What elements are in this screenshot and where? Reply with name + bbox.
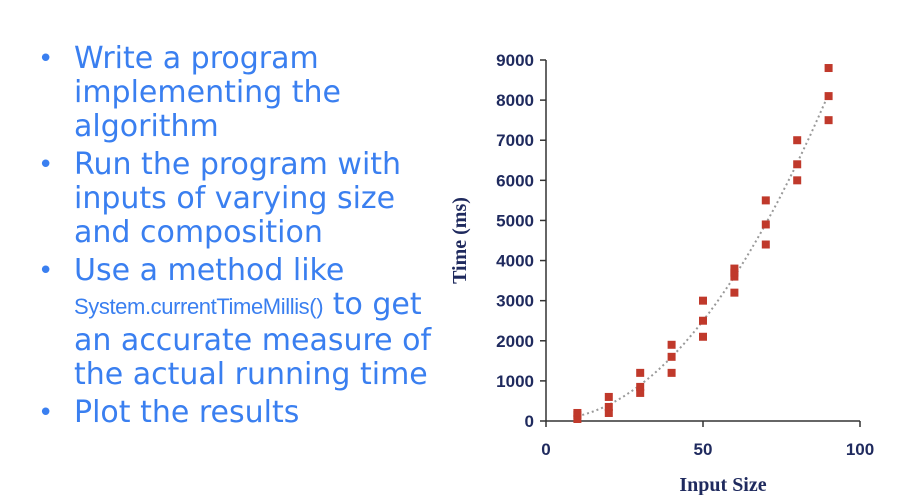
bullet-text: Plot the results [74, 395, 300, 430]
data-point [573, 414, 582, 423]
data-point [730, 264, 739, 273]
data-point [730, 288, 739, 297]
data-point [730, 268, 739, 277]
bullet-item: • Use a method like System.currentTimeMil… [32, 254, 452, 392]
y-tick-label: 8000 [496, 91, 534, 110]
bullet-item: • Run the program with inputs of varying … [32, 148, 452, 250]
y-tick-label: 6000 [496, 171, 534, 190]
data-point [793, 136, 802, 145]
bullet-item: • Plot the results [32, 396, 452, 430]
bullet-text: Run the program with inputs of varying s… [74, 147, 402, 250]
data-point [824, 92, 833, 101]
data-point [824, 64, 833, 73]
y-tick-label: 7000 [496, 131, 534, 150]
data-point [761, 196, 770, 205]
data-point [667, 340, 676, 349]
y-tick-label: 9000 [496, 51, 534, 70]
bullet-list: • Write a program implementing the algori… [32, 42, 452, 434]
data-point [636, 368, 645, 377]
scatter-chart: 0 1000 2000 3000 4000 5000 6000 7000 8000 9000 0 50… [449, 51, 874, 495]
data-point [730, 272, 739, 281]
y-axis-title: Time (ms) [449, 197, 471, 284]
data-point [667, 368, 676, 377]
y-tick-label: 1000 [496, 372, 534, 391]
data-point [636, 388, 645, 397]
bullet-text: Write a program implementing the algorit… [74, 41, 342, 144]
y-tick-label: 2000 [496, 332, 534, 351]
data-point [667, 352, 676, 361]
x-tick-label: 100 [846, 440, 874, 459]
data-point [636, 382, 645, 391]
x-axis-title: Input Size [679, 474, 766, 495]
bullet-text: Use a method like [74, 253, 345, 288]
bullet-dot-icon: • [38, 256, 54, 286]
data-point [604, 402, 613, 411]
y-tick-label: 4000 [496, 252, 534, 271]
data-point [699, 316, 707, 325]
bullet-dot-icon: • [38, 44, 54, 74]
bullet-dot-icon: • [38, 150, 54, 180]
bullet-dot-icon: • [38, 398, 54, 428]
data-point [573, 408, 582, 417]
data-point [699, 332, 707, 341]
data-point [761, 240, 770, 249]
trend-line [577, 93, 830, 418]
bullet-text: to get an accurate measure of the actual… [74, 287, 432, 392]
data-point [604, 392, 613, 401]
data-point [699, 296, 707, 305]
x-tick-label: 50 [694, 440, 713, 459]
data-point [824, 116, 833, 125]
method-name: System.currentTimeMillis() [74, 294, 324, 319]
x-tick-label: 0 [541, 440, 550, 459]
bullet-item: • Write a program implementing the algori… [32, 42, 452, 144]
data-point [761, 220, 770, 229]
y-tick-label: 3000 [496, 292, 534, 311]
y-tick-label: 0 [525, 412, 534, 431]
data-point [793, 176, 802, 185]
y-tick-label: 5000 [496, 211, 534, 230]
data-point [793, 160, 802, 169]
data-point [604, 408, 613, 417]
